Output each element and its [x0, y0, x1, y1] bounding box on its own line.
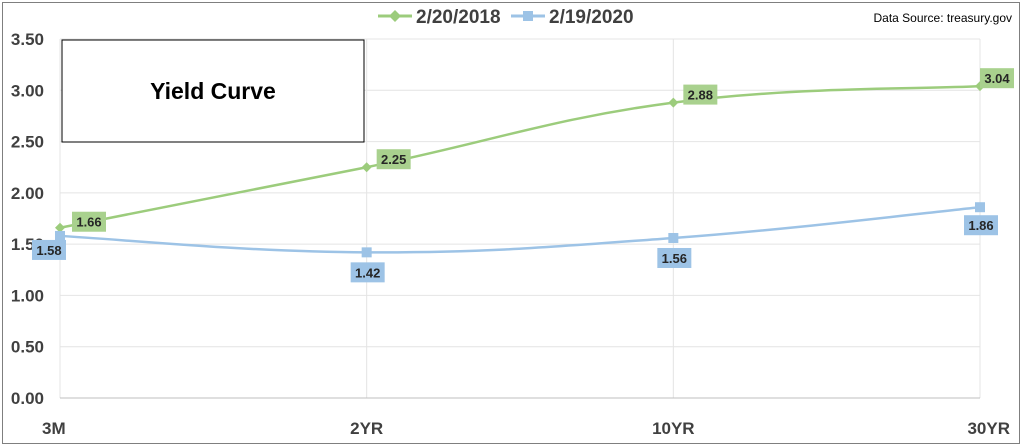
data-label-box — [964, 215, 998, 236]
chart-title: Yield Curve — [150, 78, 276, 104]
data-point-marker — [668, 97, 679, 108]
y-tick-label: 1.00 — [11, 286, 44, 305]
y-tick-label: 0.00 — [11, 389, 44, 408]
x-tick-label: 3M — [42, 419, 66, 438]
data-label-box — [72, 211, 106, 232]
data-point-marker — [361, 247, 372, 258]
legend-item-2020: 2/19/2020 — [511, 7, 634, 28]
y-tick-label: 3.50 — [11, 30, 44, 49]
y-tick-label: 0.50 — [11, 338, 44, 357]
data-label: 2.88 — [688, 88, 713, 103]
data-label: 1.58 — [36, 243, 61, 258]
data-label: 1.56 — [662, 251, 687, 266]
data-point-marker — [55, 222, 65, 233]
data-label: 3.04 — [984, 71, 1010, 86]
legend-label: 2/19/2020 — [549, 7, 634, 28]
y-tick-label: 2.00 — [11, 184, 44, 203]
data-point-marker — [975, 202, 985, 213]
data-label: 1.66 — [76, 215, 101, 230]
series — [55, 81, 985, 258]
data-label-box — [350, 262, 385, 283]
legend-label: 2/20/2018 — [416, 7, 501, 28]
data-label: 1.42 — [355, 265, 380, 280]
data-point-marker — [55, 230, 65, 241]
y-tick-label: 2.50 — [11, 133, 44, 152]
series-line — [59, 205, 981, 254]
data-point-marker — [668, 232, 679, 243]
data-label: 2.25 — [381, 152, 406, 167]
data-source: Data Source: treasury.gov — [873, 11, 1012, 25]
square-marker-icon — [523, 11, 533, 21]
x-tick-label: 2YR — [350, 419, 383, 438]
y-tick-label: 3.00 — [11, 81, 44, 100]
data-label-box — [32, 239, 66, 260]
diamond-marker-icon — [389, 10, 401, 22]
legend-item-2018: 2/20/2018 — [378, 7, 501, 28]
data-label-box — [376, 149, 411, 170]
data-labels: 1.66 2.25 2.88 3.04 1.58 1.42 1.56 1.86 — [32, 68, 1014, 283]
data-point-marker — [361, 162, 372, 173]
data-label-box — [683, 84, 718, 105]
title-box: Yield Curve — [61, 39, 365, 143]
x-tick-label: 10YR — [652, 419, 695, 438]
data-label: 1.86 — [968, 218, 993, 233]
data-label-box — [657, 247, 692, 268]
series-line — [59, 84, 981, 229]
data-label-box — [980, 68, 1014, 89]
x-tick-label: 30YR — [967, 419, 1010, 438]
legend: 2/20/2018 2/19/2020 — [378, 7, 634, 28]
